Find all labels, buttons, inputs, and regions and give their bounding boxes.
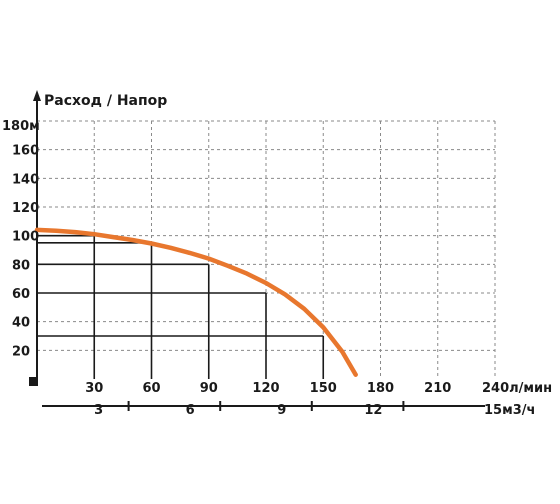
- x2-tick-label: 3: [94, 403, 103, 418]
- x2-end-label: 15м3/ч: [484, 403, 535, 418]
- axes: [29, 90, 485, 407]
- x-tick-label: 90: [200, 381, 218, 396]
- x2-tick-label: 9: [277, 403, 286, 418]
- x2-tick-label: 6: [186, 403, 195, 418]
- x2-tick-label: 12: [364, 403, 382, 418]
- y-tick-label: 20: [12, 344, 30, 359]
- origin-marker: [29, 377, 38, 386]
- performance-curve: [34, 227, 358, 377]
- y-tick-label: 100: [12, 230, 39, 245]
- guide-lines: [37, 234, 325, 379]
- x-tick-label: 30: [85, 381, 103, 396]
- x-end-label: 240л/мин: [482, 381, 552, 396]
- x-tick-label: 210: [424, 381, 451, 396]
- y-axis-arrow-icon: [33, 90, 41, 101]
- y-tick-label: 120: [12, 201, 39, 216]
- x-tick-label: 180: [367, 381, 394, 396]
- y-tick-label: 80: [12, 258, 30, 273]
- x-tick-label: 60: [142, 381, 160, 396]
- y-tick-label: 40: [12, 316, 30, 331]
- x-tick-label: 120: [252, 381, 279, 396]
- y-top-label: 180м: [2, 119, 40, 134]
- y-tick-label: 60: [12, 287, 30, 302]
- x-tick-label: 150: [310, 381, 337, 396]
- chart-title: Расход / Напор: [44, 93, 167, 109]
- y-tick-label: 140: [12, 172, 39, 187]
- curve: [34, 227, 358, 377]
- labels: Расход / Напор 180м 240л/мин 15м3/ч 20 40…: [2, 93, 552, 418]
- y-tick-label: 160: [12, 144, 39, 159]
